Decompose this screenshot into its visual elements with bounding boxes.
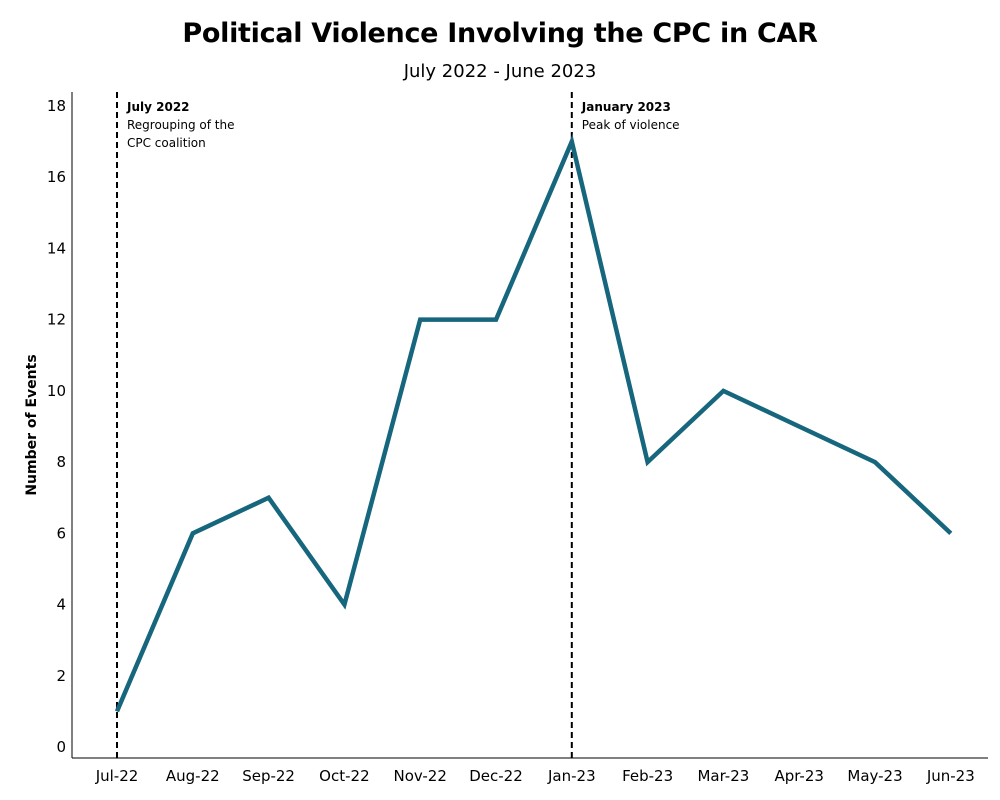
y-tick-label: 4 <box>56 596 66 614</box>
x-tick-label: Feb-23 <box>622 767 673 785</box>
x-tick-label: Sep-22 <box>242 767 295 785</box>
y-tick-label: 10 <box>47 382 66 400</box>
x-tick-label: Oct-22 <box>319 767 369 785</box>
x-tick-label: Jul-22 <box>95 767 139 785</box>
annotation-heading: January 2023 <box>581 100 671 114</box>
data-point <box>797 425 801 429</box>
data-point <box>191 531 195 535</box>
x-tick-label: Jun-23 <box>926 767 975 785</box>
annotation-text: Regrouping of the CPC coalition <box>127 118 235 150</box>
chart-title: Political Violence Involving the CPC in … <box>182 18 818 49</box>
x-tick-label: May-23 <box>847 767 902 785</box>
x-tick-label: Aug-22 <box>166 767 220 785</box>
annotation-july-2022: July 2022 Regrouping of the CPC coalitio… <box>127 98 257 152</box>
x-tick-label: Dec-22 <box>469 767 523 785</box>
x-tick-label: Nov-22 <box>394 767 447 785</box>
y-tick-label: 16 <box>47 168 66 186</box>
y-tick-label: 2 <box>56 667 66 685</box>
annotation-january-2023: January 2023 Peak of violence <box>582 98 712 134</box>
x-tick-label: Mar-23 <box>697 767 749 785</box>
series-line <box>114 134 953 713</box>
annotation-text: Peak of violence <box>581 118 680 132</box>
y-tick-label: 14 <box>47 239 66 257</box>
y-tick-label: 0 <box>56 738 66 756</box>
y-tick-label: 8 <box>56 453 66 471</box>
data-point <box>342 603 346 607</box>
x-tick-label: Jan-23 <box>547 767 596 785</box>
data-point <box>267 496 271 500</box>
chart-subtitle: July 2022 - June 2023 <box>403 61 597 82</box>
data-point <box>949 531 953 535</box>
y-tick-label: 6 <box>56 524 66 542</box>
data-point <box>418 318 422 322</box>
data-point <box>115 709 119 713</box>
y-tick-label: 12 <box>47 311 66 329</box>
data-point <box>873 460 877 464</box>
data-point <box>494 318 498 322</box>
data-point <box>721 389 725 393</box>
data-point <box>570 140 574 144</box>
data-point <box>646 460 650 464</box>
x-tick-label: Apr-23 <box>774 767 824 785</box>
annotation-heading: July 2022 <box>127 100 190 114</box>
y-tick-label: 18 <box>47 97 66 115</box>
